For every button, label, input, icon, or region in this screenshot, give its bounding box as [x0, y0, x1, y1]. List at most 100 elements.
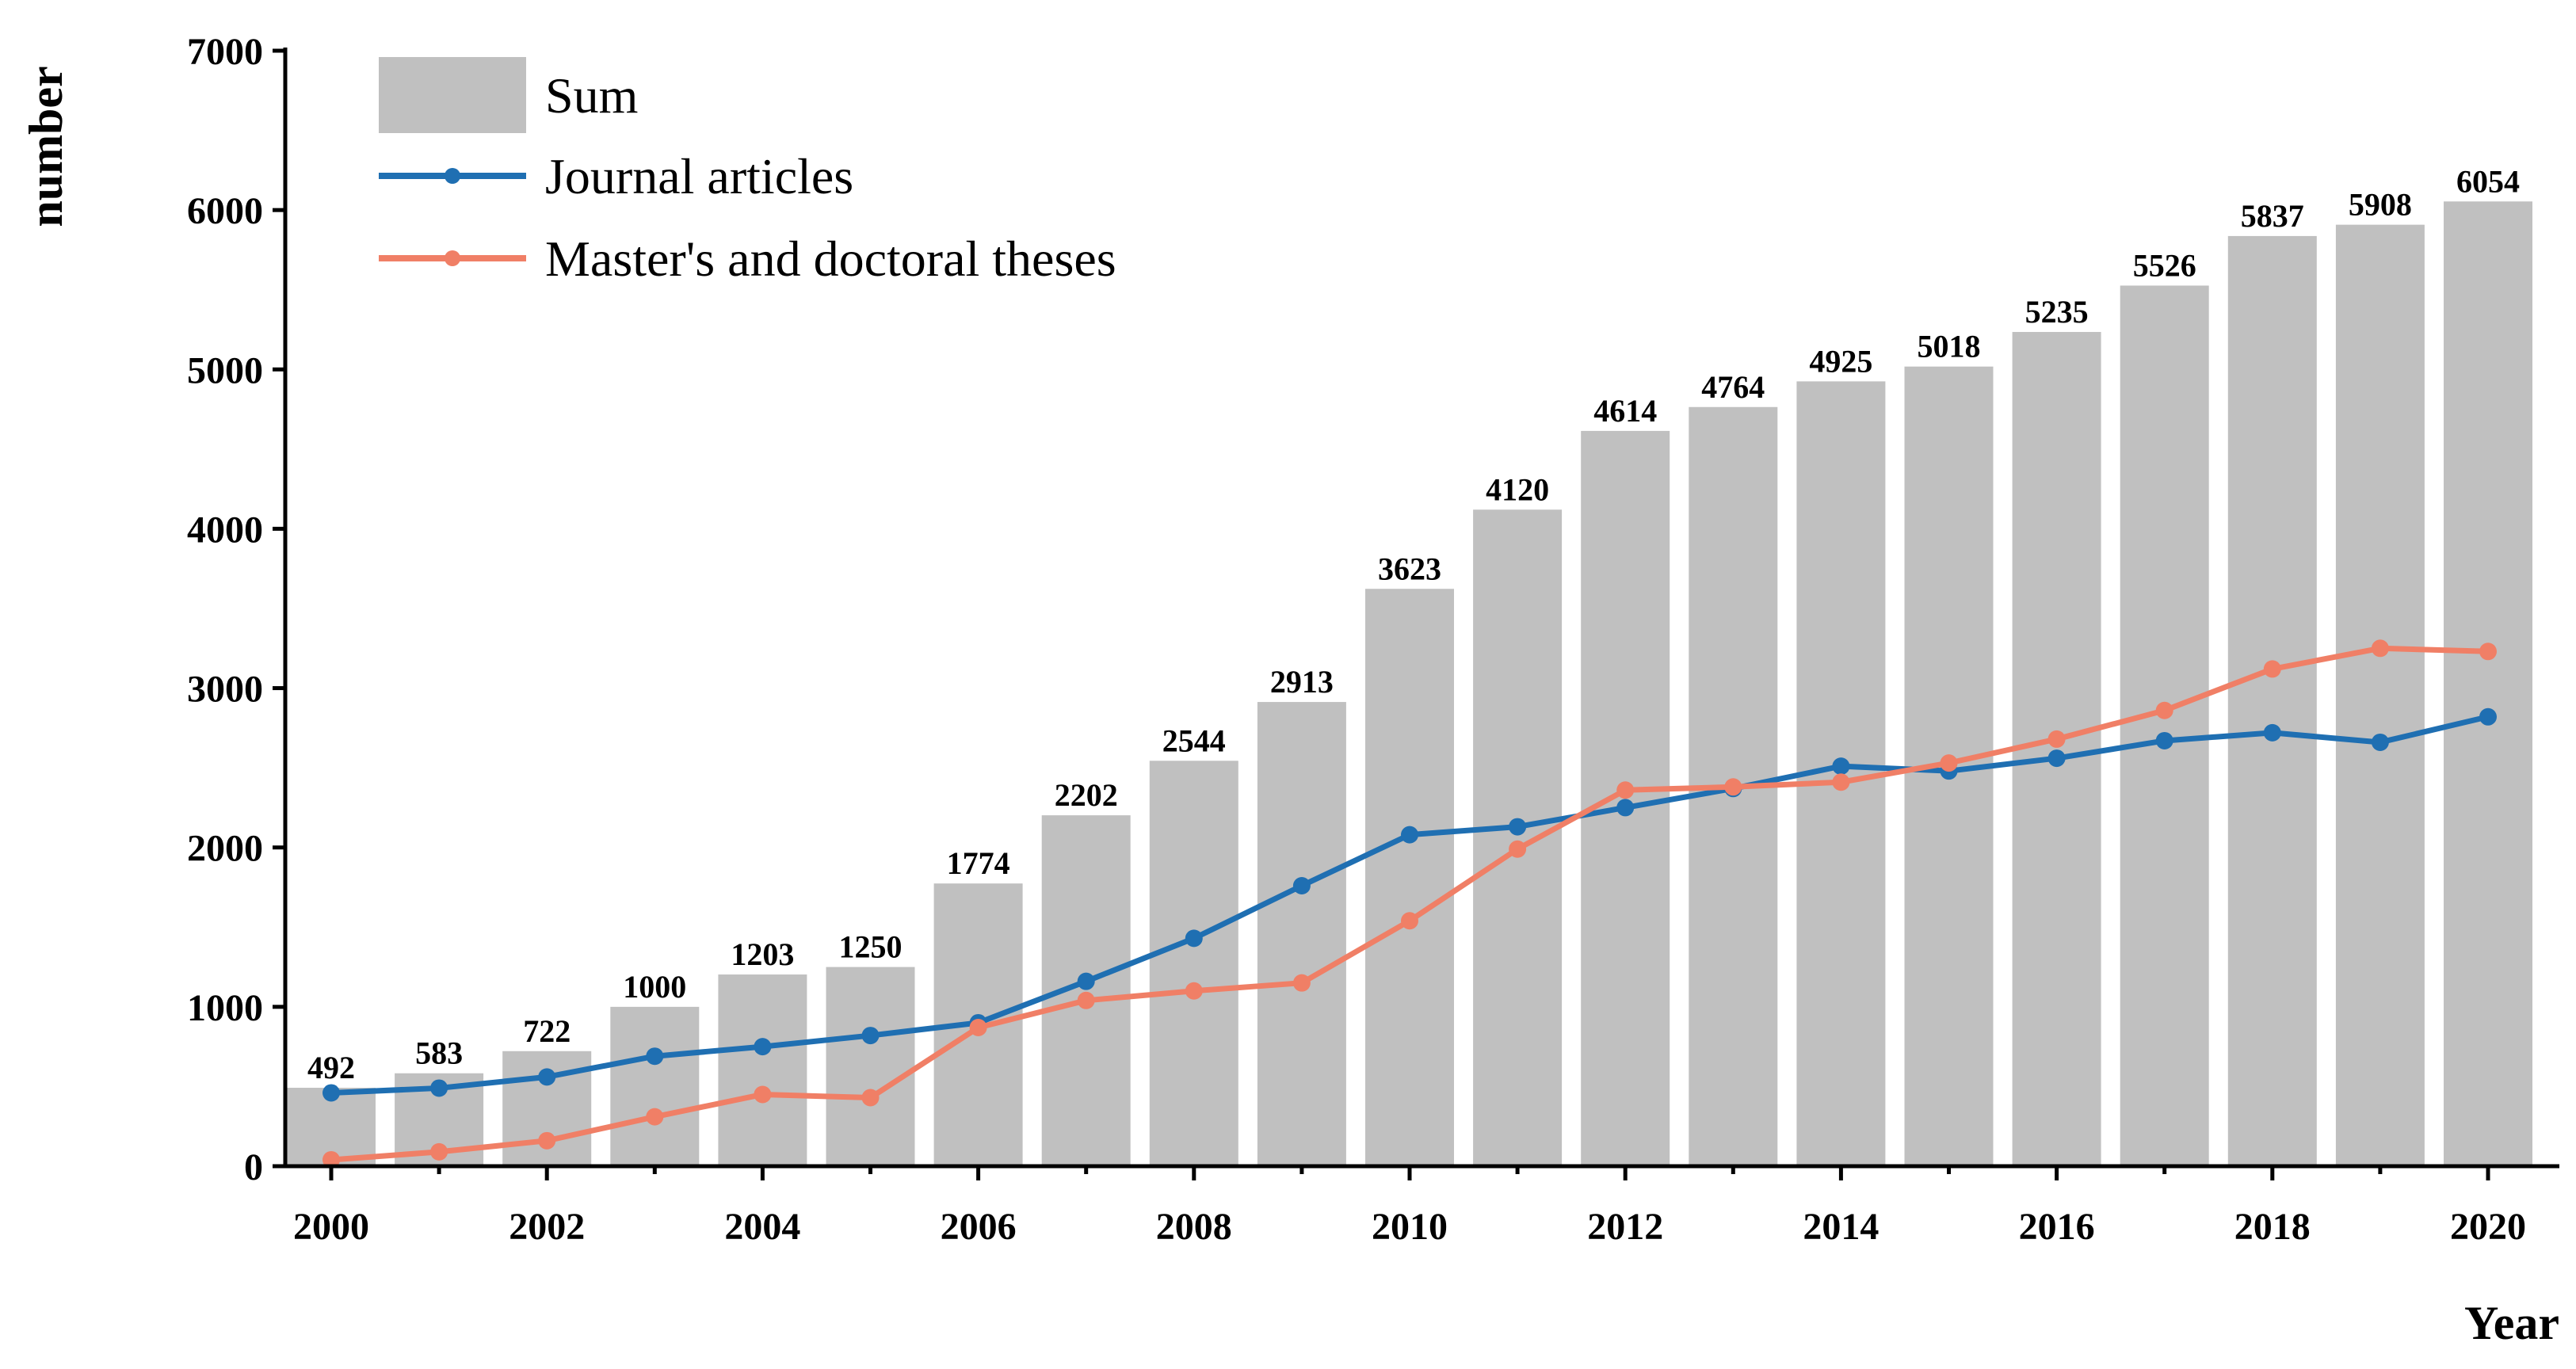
line-point [754, 1038, 772, 1056]
line-point [2047, 749, 2066, 768]
axes [283, 48, 2559, 1169]
bar-value-label: 5526 [2133, 247, 2196, 283]
bar-value-label: 3623 [1378, 551, 1441, 586]
legend-swatch-theses-marker [445, 250, 460, 266]
x-tick-label: 2000 [293, 1206, 369, 1248]
line-point [1940, 754, 1958, 772]
legend-label-journal: Journal articles [545, 148, 853, 204]
bar-value-label: 2544 [1162, 723, 1226, 758]
bar-2011 [1473, 509, 1563, 1166]
line-point [861, 1027, 880, 1045]
bar-2009 [1257, 702, 1346, 1166]
line-point [322, 1084, 340, 1102]
bar-2004 [718, 974, 807, 1166]
line-point [322, 1150, 340, 1169]
bar-value-label: 1250 [839, 929, 903, 965]
line-point [538, 1131, 556, 1150]
line-series [322, 639, 2497, 1169]
x-tick-label: 2012 [1587, 1206, 1663, 1248]
line-point [1832, 757, 1850, 776]
axis-ticks: 0 1000 2000 3000 4000 5000 6000 7000 2000 2002 200… [187, 31, 2526, 1248]
bar-value-label: 5235 [2025, 294, 2089, 330]
bar-2020 [2444, 201, 2532, 1167]
line-point [754, 1085, 772, 1104]
x-tick-label: 2018 [2234, 1206, 2311, 1248]
line-point [1077, 972, 1095, 990]
x-tick-label: 2008 [1156, 1206, 1232, 1248]
line-point [1077, 991, 1095, 1009]
line-point [2371, 733, 2389, 751]
legend-swatch-journal-marker [445, 168, 460, 184]
bar-value-label: 2202 [1055, 777, 1118, 813]
line-point [2263, 660, 2281, 678]
bar-value-label: 4925 [1809, 343, 1872, 379]
legend: Sum Journal articles Master's and doctor… [379, 57, 1116, 287]
bar-value-label: 4120 [1486, 471, 1549, 507]
line-point [2371, 639, 2389, 658]
bar-value-label: 1203 [731, 936, 794, 972]
x-tick-label: 2014 [1803, 1206, 1879, 1248]
y-tick-label: 5000 [187, 349, 263, 391]
x-tick-label: 2010 [1372, 1206, 1448, 1248]
x-tick-label: 2016 [2019, 1206, 2095, 1248]
y-tick-label: 6000 [187, 190, 263, 232]
line-point [2155, 701, 2173, 719]
bar-value-label: 5908 [2349, 187, 2412, 223]
bar-value-label: 4614 [1593, 393, 1657, 429]
bar-value-label: 492 [307, 1050, 355, 1085]
line-point [2047, 730, 2066, 748]
y-tick-label: 4000 [187, 509, 263, 551]
bar-2005 [826, 967, 915, 1166]
bar-2019 [2335, 224, 2425, 1167]
bar-value-label: 4764 [1701, 369, 1765, 405]
bar-series-sum [287, 201, 2532, 1167]
bar-value-label: 583 [415, 1035, 463, 1071]
bar-2018 [2227, 235, 2317, 1166]
x-tick-label: 2002 [509, 1206, 585, 1248]
line-point [2263, 723, 2281, 742]
line-point [1509, 840, 1527, 858]
x-axis-title: Year [2464, 1297, 2559, 1349]
line-point [1292, 974, 1311, 992]
bar-2016 [2012, 332, 2101, 1167]
line-point [538, 1068, 556, 1086]
line-point [861, 1089, 880, 1107]
data-labels: 492 583 722 1000 1203 1250 1774 2202 2544 2913 362… [307, 163, 2520, 1085]
line-point [969, 1019, 987, 1037]
line-point [1832, 773, 1850, 791]
y-tick-label: 1000 [187, 987, 263, 1029]
x-tick-label: 2020 [2450, 1206, 2526, 1248]
line-point [1401, 826, 1418, 844]
line-point [1292, 876, 1311, 894]
bar-2010 [1365, 589, 1454, 1166]
x-tick-label: 2006 [941, 1206, 1017, 1248]
y-tick-label: 2000 [187, 828, 263, 870]
legend-label-theses: Master's and doctoral theses [545, 231, 1116, 287]
line-point [1616, 781, 1635, 799]
bar-value-label: 1774 [947, 845, 1010, 881]
bar-value-label: 1000 [623, 969, 686, 1005]
line-point [430, 1079, 448, 1097]
line-point [2479, 707, 2497, 726]
line-point [2155, 731, 2173, 749]
line-point [1509, 818, 1527, 836]
line-point [1616, 799, 1635, 817]
line-point [1185, 982, 1203, 1000]
bar-2017 [2120, 285, 2209, 1166]
bar-2008 [1149, 761, 1238, 1166]
y-tick-label: 3000 [187, 669, 263, 711]
bar-value-label: 6054 [2456, 163, 2520, 199]
line-point [1724, 778, 1742, 796]
line-point [646, 1047, 664, 1066]
line-point [430, 1142, 448, 1161]
line-point [1401, 912, 1418, 930]
line-point [1185, 929, 1203, 948]
bar-2003 [610, 1006, 700, 1166]
y-tick-label: 0 [244, 1146, 263, 1188]
y-axis-title: number [20, 66, 72, 227]
bar-value-label: 722 [523, 1013, 571, 1049]
line-point [2479, 643, 2497, 661]
bar-value-label: 5837 [2241, 198, 2304, 234]
line-point [646, 1108, 664, 1126]
